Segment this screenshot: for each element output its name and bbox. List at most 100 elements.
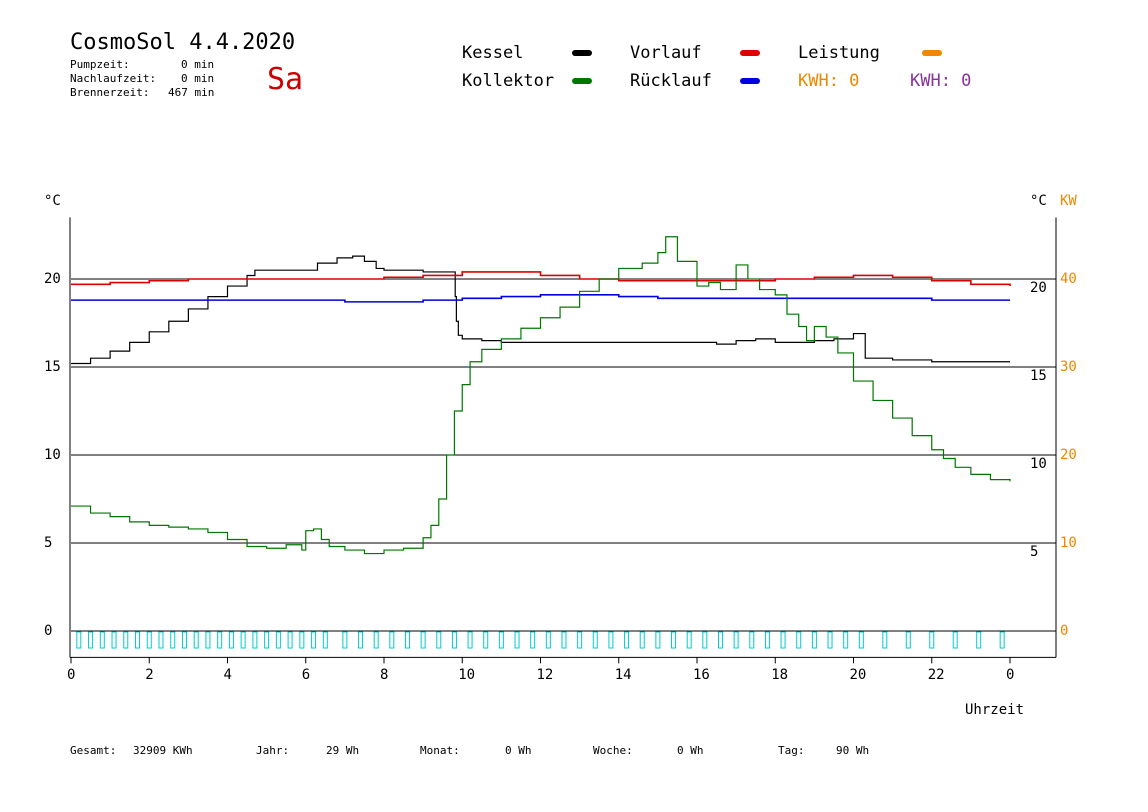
brenner-label: Brennerzeit:	[70, 86, 150, 99]
footer-tag-value: 90 Wh	[836, 744, 870, 757]
pump-pulse	[592, 631, 598, 649]
pump-pulse	[99, 631, 105, 649]
x-axis-label: Uhrzeit	[965, 702, 1025, 718]
pump-pulse	[170, 631, 176, 649]
pump-pulse	[671, 631, 677, 649]
pump-pulse	[702, 631, 708, 649]
footer-woche-value: 0 Wh	[677, 744, 704, 757]
pump-pulse	[498, 631, 504, 649]
chart-axes	[69, 217, 1057, 664]
pump-pulse	[929, 631, 935, 649]
y-tick-label-left: 10	[44, 447, 61, 463]
y-tick-label-right: 15	[1030, 368, 1047, 384]
y-tick-label-left: 20	[44, 271, 61, 287]
pump-pulse	[530, 631, 536, 649]
y-tick-label-left: 15	[44, 359, 61, 375]
y-tick-label-kw: 10	[1060, 535, 1077, 551]
y-tick-label-right: 5	[1030, 544, 1039, 560]
pump-pulse	[146, 631, 152, 649]
pump-pulse	[749, 631, 755, 649]
pump-pulse	[252, 631, 258, 649]
footer-jahr-label: Jahr:	[256, 744, 290, 757]
footer-monat-label: Monat:	[420, 744, 460, 757]
x-tick-label: 2	[145, 667, 154, 684]
pump-pulse	[342, 631, 348, 649]
pump-pulse	[240, 631, 246, 649]
y-tick-label-kw: 40	[1060, 271, 1077, 287]
pump-pulse	[111, 631, 117, 649]
pump-pulse	[76, 631, 82, 649]
pump-pulse	[193, 631, 199, 649]
y-tick-label-left: 0	[44, 623, 53, 639]
pump-pulses	[76, 631, 1005, 649]
pump-pulse	[655, 631, 661, 649]
chart-grid	[71, 278, 1056, 632]
x-tick-label: 18	[771, 667, 789, 684]
x-tick-label: 12	[536, 667, 554, 684]
pump-pulse	[882, 631, 888, 649]
footer-tag-label: Tag:	[778, 744, 805, 757]
pump-pulse	[373, 631, 379, 649]
pumpzeit-label: Pumpzeit:	[70, 58, 130, 71]
x-tick-label: 16	[693, 667, 710, 684]
legend-leistung-swatch	[922, 50, 942, 56]
nachlauf-value: 0 min	[181, 72, 215, 85]
legend-vorlauf-swatch	[740, 50, 760, 56]
pump-pulse	[467, 631, 473, 649]
legend-kollektor: Kollektor	[462, 71, 555, 91]
x-tick-label: 8	[380, 667, 389, 684]
legend-kessel-swatch	[572, 50, 592, 56]
y-tick-label-right: 20	[1030, 280, 1047, 296]
footer-jahr-value: 29 Wh	[326, 744, 360, 757]
pump-pulse	[181, 631, 187, 649]
series-lines	[71, 236, 1011, 555]
y-tick-label-right: 10	[1030, 456, 1047, 472]
pump-pulse	[999, 631, 1005, 649]
pump-pulse	[686, 631, 692, 649]
pump-pulse	[123, 631, 129, 649]
pump-pulse	[764, 631, 770, 649]
pump-pulse	[780, 631, 786, 649]
y-tick-label-kw: 0	[1060, 623, 1069, 639]
app-title: CosmoSol 4.4.2020	[70, 30, 296, 55]
pump-pulse	[451, 631, 457, 649]
series-ruecklauf	[71, 294, 1010, 303]
pump-pulse	[733, 631, 739, 649]
pump-pulse	[287, 631, 293, 649]
series-vorlauf	[71, 271, 1011, 287]
pump-pulse	[205, 631, 211, 649]
pump-pulse	[88, 631, 94, 649]
pump-pulse	[545, 631, 551, 649]
pump-pulse	[483, 631, 489, 649]
legend-kessel: Kessel	[462, 43, 524, 63]
x-tick-label: 10	[458, 667, 476, 684]
pump-pulse	[322, 631, 328, 649]
pump-pulse	[827, 631, 833, 649]
pump-pulse	[228, 631, 234, 649]
legend-vorlauf: Vorlauf	[630, 43, 702, 63]
pump-pulse	[514, 631, 520, 649]
y-axis-kw-unit: KW	[1060, 193, 1077, 209]
y-tick-label-kw: 30	[1060, 359, 1077, 375]
pump-pulse	[404, 631, 410, 649]
pump-pulse	[843, 631, 849, 649]
pump-pulse	[358, 631, 364, 649]
pump-pulse	[135, 631, 141, 649]
x-tick-label: 0	[1006, 667, 1015, 684]
legend-ruecklauf-swatch	[740, 78, 760, 84]
x-tick-label: 14	[614, 667, 632, 684]
pump-pulse	[639, 631, 645, 649]
footer-monat-value: 0 Wh	[505, 744, 532, 757]
pump-pulse	[299, 631, 305, 649]
x-tick-label: 6	[301, 667, 311, 684]
footer-gesamt-label: Gesamt:	[70, 744, 117, 757]
pump-pulse	[608, 631, 614, 649]
y-axis-left-unit: °C	[44, 193, 61, 209]
pump-pulse	[976, 631, 982, 649]
y-tick-label-kw: 20	[1060, 447, 1077, 463]
brenner-value: 467 min	[168, 86, 215, 99]
pump-pulse	[811, 631, 817, 649]
legend-kollektor-swatch	[572, 78, 592, 84]
x-tick-label: 0	[67, 667, 76, 684]
